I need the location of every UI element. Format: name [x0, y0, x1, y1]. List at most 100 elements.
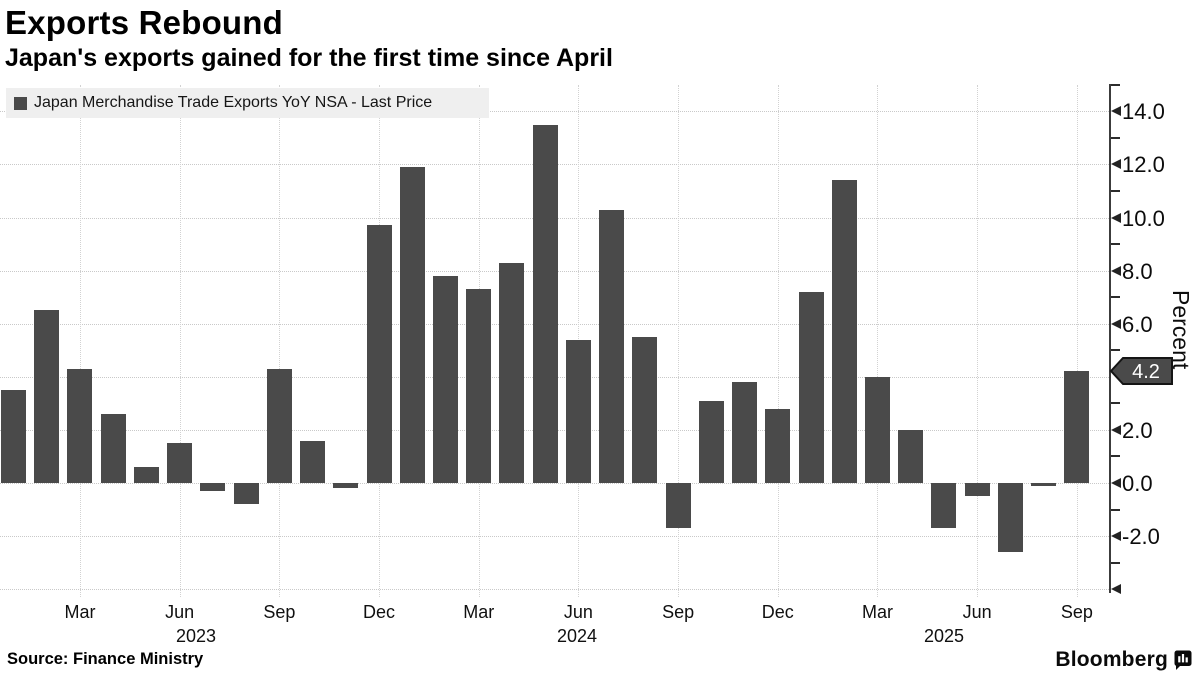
y-tick-arrow-icon	[1111, 478, 1121, 488]
v-gridline	[678, 85, 680, 597]
y-tick-arrow-icon	[1111, 265, 1121, 276]
x-tick-label: Sep	[1060, 602, 1093, 622]
x-tick-label: Mar	[463, 602, 495, 622]
x-tick-label: Mar	[861, 602, 893, 622]
last-price-tag-shape	[1109, 357, 1173, 386]
y-tick-minor	[1111, 455, 1120, 458]
h-gridline	[0, 589, 1109, 591]
legend-swatch-icon	[14, 96, 27, 110]
y-tick-minor	[1111, 83, 1120, 86]
y-tick-minor	[1111, 189, 1120, 192]
y-tick-minor	[1111, 296, 1120, 299]
bloomberg-bug-icon	[1174, 650, 1192, 670]
bar-feb-2024	[432, 275, 458, 483]
bar-dec-2024	[765, 408, 791, 483]
y-axis-title: Percent	[1168, 290, 1194, 370]
y-tick-arrow-icon	[1111, 584, 1121, 595]
bar-sep-2024	[665, 483, 691, 529]
source-label: Source: Finance Ministry	[7, 650, 204, 668]
x-tick-label: Jun	[563, 602, 593, 622]
v-gridline	[79, 85, 81, 597]
v-gridline	[279, 85, 281, 597]
legend: Japan Merchandise Trade Exports YoY NSA …	[6, 88, 489, 118]
y-tick-label: 8.0	[1122, 258, 1153, 284]
v-gridline	[1076, 85, 1078, 597]
bar-jan-2024	[399, 167, 425, 483]
y-tick-arrow-icon	[1111, 424, 1121, 435]
y-tick-label: 2.0	[1122, 417, 1153, 443]
y-tick-minor	[1111, 349, 1120, 352]
bar-may-2023	[133, 467, 159, 483]
y-tick-label: 10.0	[1122, 205, 1165, 231]
h-gridline	[0, 536, 1109, 538]
bar-sep-2025	[1064, 371, 1090, 483]
bar-apr-2025	[898, 429, 924, 483]
h-gridline	[0, 483, 1109, 484]
year-label: 2023	[175, 626, 217, 646]
legend-label: Japan Merchandise Trade Exports YoY NSA …	[34, 94, 433, 111]
bar-dec-2023	[366, 225, 392, 483]
bar-mar-2024	[466, 289, 492, 483]
y-tick-arrow-icon	[1111, 212, 1121, 223]
v-gridline	[877, 85, 879, 597]
v-gridline	[777, 85, 779, 597]
y-axis-line	[1109, 84, 1111, 593]
v-gridline	[179, 85, 181, 597]
bar-sep-2023	[266, 368, 292, 483]
x-tick-label: Jun	[165, 602, 195, 622]
bar-aug-2023	[233, 483, 259, 505]
bloomberg-logo: Bloomberg	[1055, 648, 1192, 672]
bar-jun-2024	[565, 339, 591, 483]
year-label: 2025	[923, 626, 965, 646]
bar-apr-2024	[499, 262, 525, 483]
y-tick-minor	[1111, 243, 1120, 246]
x-tick-label: Sep	[662, 602, 695, 622]
bar-may-2024	[532, 124, 558, 483]
y-tick-label: 6.0	[1122, 311, 1153, 337]
x-tick-label: Sep	[263, 602, 296, 622]
last-price-value: 4.2	[1132, 361, 1160, 383]
x-tick-label: Jun	[962, 602, 992, 622]
y-tick-label: 14.0	[1122, 99, 1165, 125]
bar-mar-2023	[67, 368, 93, 483]
year-label: 2024	[556, 626, 598, 646]
bar-oct-2023	[300, 440, 326, 483]
bar-oct-2024	[698, 400, 724, 483]
bloomberg-logo-text: Bloomberg	[1055, 648, 1168, 671]
bar-nov-2024	[732, 382, 758, 483]
y-tick-arrow-icon	[1111, 159, 1121, 170]
y-tick-arrow-icon	[1111, 318, 1121, 329]
bar-jun-2023	[167, 443, 193, 483]
y-tick-arrow-icon	[1111, 531, 1121, 542]
bar-nov-2023	[333, 483, 359, 489]
bar-jun-2025	[964, 483, 990, 497]
y-tick-minor	[1111, 561, 1120, 564]
x-tick-label: Dec	[363, 602, 396, 622]
bar-jan-2023	[1, 390, 26, 483]
bar-mar-2025	[864, 376, 890, 483]
bar-jan-2025	[798, 291, 824, 483]
bar-jul-2023	[200, 483, 226, 491]
y-tick-minor	[1111, 508, 1120, 511]
bar-jul-2024	[599, 209, 625, 483]
y-tick-label: 0.0	[1122, 471, 1153, 496]
x-tick-label: Mar	[64, 602, 96, 622]
bar-may-2025	[931, 483, 957, 529]
bar-jul-2025	[997, 483, 1023, 553]
x-tick-label: Dec	[761, 602, 794, 622]
h-gridline	[0, 111, 1109, 113]
y-tick-label: 12.0	[1122, 152, 1165, 178]
y-tick-minor	[1111, 402, 1120, 405]
bar-feb-2025	[831, 180, 857, 483]
chart-subtitle: Japan's exports gained for the first tim…	[5, 44, 613, 72]
last-price-tag: 4.2	[1109, 356, 1175, 386]
bar-apr-2023	[100, 413, 126, 483]
y-tick-label: -2.0	[1122, 524, 1160, 550]
page-title: Exports Rebound	[5, 4, 284, 41]
y-tick-minor	[1111, 136, 1120, 139]
bar-aug-2025	[1031, 483, 1057, 486]
bar-feb-2023	[34, 310, 60, 483]
y-tick-arrow-icon	[1111, 106, 1121, 117]
